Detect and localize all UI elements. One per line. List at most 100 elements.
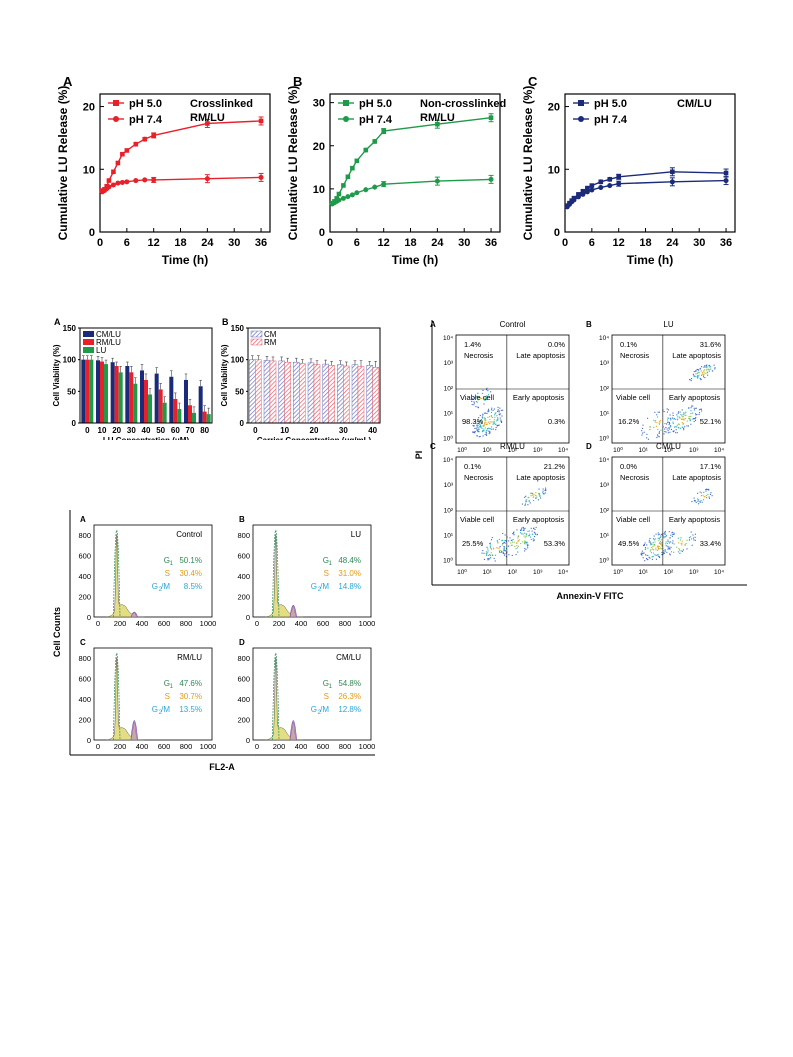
event-dot — [680, 414, 682, 416]
event-dot — [655, 547, 657, 549]
event-dot — [673, 551, 675, 553]
event-dot — [656, 422, 658, 424]
event-dot — [486, 395, 488, 397]
x-tick-label: 0 — [255, 619, 259, 628]
event-dot — [474, 421, 476, 423]
event-dot — [680, 550, 682, 552]
event-dot — [672, 531, 674, 533]
panel-title: CM/LU — [336, 653, 361, 662]
event-dot — [692, 534, 694, 536]
event-dot — [691, 405, 693, 407]
event-dot — [694, 500, 696, 502]
data-point — [585, 185, 590, 191]
x-tick-label: 80 — [200, 426, 209, 435]
event-dot — [676, 414, 678, 416]
event-dot — [486, 429, 488, 431]
event-dot — [525, 501, 527, 503]
event-dot — [496, 415, 498, 417]
bar-rm — [255, 359, 262, 424]
event-dot — [517, 545, 519, 547]
g2m-tail: /M — [320, 582, 329, 591]
y-tick-label: 100 — [231, 356, 245, 365]
event-dot — [701, 492, 703, 494]
x-tick-label: 36 — [485, 237, 497, 249]
bar-cm — [366, 365, 373, 424]
event-dot — [695, 416, 697, 419]
event-dot — [659, 422, 661, 424]
event-dot — [517, 551, 519, 553]
event-dot — [513, 541, 515, 543]
event-dot — [657, 411, 659, 413]
event-dot — [684, 544, 687, 546]
bar-cm-lu — [183, 379, 188, 423]
event-dot — [659, 542, 661, 544]
event-dot — [682, 426, 684, 428]
event-dot — [710, 366, 712, 368]
event-dot — [703, 366, 705, 368]
x-tick-label: 0 — [255, 742, 259, 751]
g1-value: 54.8% — [338, 679, 361, 688]
bar-cm-lu — [110, 362, 115, 423]
event-dot — [513, 531, 515, 533]
event-dot — [644, 542, 646, 544]
data-point — [354, 158, 360, 164]
event-dot — [531, 494, 534, 496]
quadrant-ll-value: 98.3% — [462, 417, 484, 426]
event-dot — [652, 552, 654, 554]
event-dot — [539, 495, 541, 497]
g2m-label: G — [152, 582, 158, 591]
event-dot — [648, 541, 650, 543]
event-dot — [651, 556, 653, 558]
plot-frame — [329, 93, 501, 233]
data-point — [115, 160, 121, 166]
quadrant-label-necrosis: Necrosis — [620, 473, 649, 482]
release-chart-noncrosslinked: B 0 10 20 30 0 6 12 18 24 30 36 Time (h) Cumulative L… — [286, 74, 506, 267]
event-dot — [516, 547, 519, 549]
g1-subscript: 1 — [329, 684, 333, 690]
event-dot — [479, 425, 481, 427]
event-dot — [642, 432, 644, 434]
event-dot — [472, 398, 474, 400]
g2m-tail: /M — [161, 705, 170, 714]
bar-cm-lu — [81, 359, 86, 423]
event-dot — [687, 425, 690, 427]
event-dot — [693, 409, 695, 411]
event-dot — [481, 431, 484, 433]
data-point — [336, 197, 342, 203]
event-dot — [666, 551, 668, 553]
event-dot — [477, 392, 479, 394]
data-point — [345, 174, 351, 180]
event-dot — [498, 413, 500, 415]
event-dot — [698, 413, 700, 416]
event-dot — [530, 495, 532, 497]
panel-letter: A — [430, 320, 436, 329]
event-dot — [683, 418, 685, 420]
event-dot — [681, 415, 683, 417]
event-dot — [512, 538, 514, 541]
event-dot — [528, 534, 530, 537]
event-dot — [663, 533, 665, 535]
event-dot — [642, 552, 644, 554]
event-dot — [496, 425, 498, 427]
x-tick-label: 10¹ — [639, 569, 649, 576]
y-tick-label: 600 — [237, 552, 250, 561]
event-dot — [505, 555, 507, 558]
event-dot — [664, 530, 666, 532]
g2m-fit-curve — [289, 720, 297, 741]
event-dot — [660, 542, 662, 544]
event-dot — [703, 374, 705, 376]
quadrant-label-necrosis: Necrosis — [464, 473, 493, 482]
event-dot — [527, 504, 529, 506]
x-tick-label: 6 — [589, 237, 595, 249]
panel-title: CM/LU — [656, 442, 681, 451]
event-dot — [524, 503, 527, 505]
event-dot — [678, 427, 680, 429]
x-tick-label: 24 — [431, 237, 444, 249]
event-dot — [485, 389, 488, 391]
event-dot — [657, 428, 659, 431]
event-dot — [705, 489, 707, 491]
event-dot — [544, 489, 546, 491]
event-dot — [492, 428, 494, 430]
event-dot — [652, 542, 654, 544]
event-dot — [489, 422, 491, 424]
